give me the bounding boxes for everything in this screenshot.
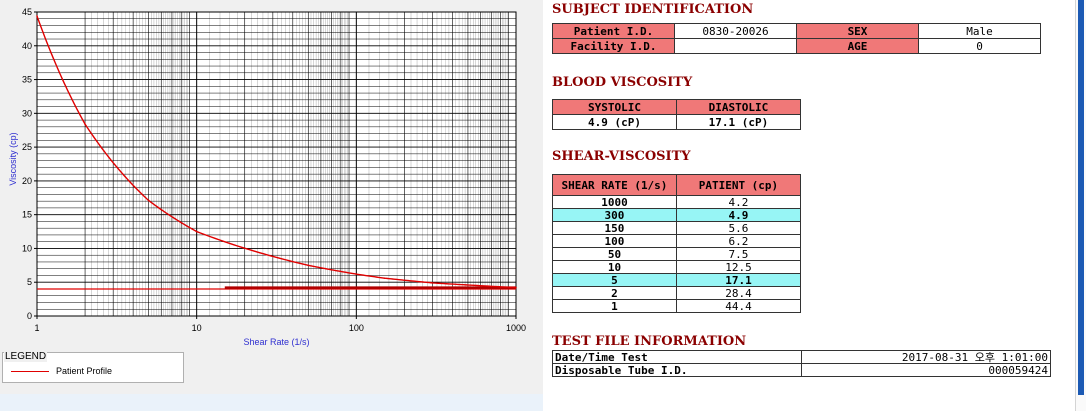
table-row: 2 28.4: [552, 286, 802, 300]
shear-rate-header: SHEAR RATE (1/s): [552, 174, 677, 196]
x-tick-label: 1000: [506, 323, 526, 333]
y-tick-label: 25: [22, 142, 32, 152]
table-row: 5 17.1: [552, 273, 802, 287]
plot-area: [36, 11, 517, 317]
table-row: 300 4.9: [552, 208, 802, 222]
data-point: [355, 273, 358, 275]
y-axis-label: Viscosity (cp): [8, 132, 18, 185]
shear-viscosity-table: SHEAR RATE (1/s) PATIENT (cp) 1000 4.2 300…: [552, 174, 802, 313]
shear-rate-cell: 100: [552, 234, 677, 248]
viscosity-chart: 0 5 10 15 20 25 30 35 40 45 1 10 100 1000 Shear Rate (…: [8, 7, 526, 347]
y-tick-label: 20: [22, 176, 32, 186]
diastolic-label: DIASTOLIC: [675, 99, 802, 115]
patient-value-cell: 7.5: [675, 247, 802, 261]
patient-value-cell: 44.4: [675, 299, 802, 313]
legend-box: LEGEND Patient Profile: [2, 351, 184, 383]
data-point: [383, 277, 386, 279]
sex-label: SEX: [796, 23, 919, 39]
patient-value-cell: 17.1: [675, 273, 802, 287]
data-point: [195, 230, 198, 233]
shear-rate-cell: 5: [552, 273, 677, 287]
diastolic-value: 17.1 (cP): [675, 114, 802, 130]
x-tick-label: 100: [349, 323, 364, 333]
patient-value-cell: 6.2: [675, 234, 802, 248]
shear-rate-cell: 300: [552, 208, 677, 222]
vertical-scrollbar[interactable]: [1075, 0, 1086, 411]
y-tick-label: 40: [22, 41, 32, 51]
patient-id-label: Patient I.D.: [552, 23, 675, 39]
scrollbar-thumb[interactable]: [1078, 0, 1084, 395]
subject-title: SUBJECT IDENTIFICATION: [552, 2, 754, 17]
patient-id-value: 0830-20026: [674, 23, 797, 39]
legend-line-swatch: [11, 371, 49, 372]
sex-value: Male: [918, 23, 1041, 39]
blood-viscosity-table: SYSTOLIC DIASTOLIC 4.9 (cP) 17.1 (cP): [552, 99, 802, 130]
age-label: AGE: [796, 38, 919, 54]
patient-value-cell: 5.6: [675, 221, 802, 235]
data-point: [307, 264, 310, 267]
y-tick-label: 15: [22, 210, 32, 220]
subject-table: Patient I.D. 0830-20026 SEX Male Facilit…: [552, 23, 1041, 54]
systolic-value: 4.9 (cP): [552, 114, 677, 130]
shear-rate-cell: 1000: [552, 195, 677, 209]
date-time-label: Date/Time Test: [552, 350, 802, 364]
tube-id-value: 000059424: [800, 363, 1052, 377]
table-row: 10 12.5: [552, 260, 802, 274]
blood-viscosity-title: BLOOD VISCOSITY: [552, 75, 693, 90]
legend-title: LEGEND: [4, 351, 48, 362]
facility-id-value: [674, 38, 797, 54]
data-point: [515, 286, 517, 289]
shear-rate-cell: 10: [552, 260, 677, 274]
shear-rate-cell: 2: [552, 286, 677, 300]
data-point: [36, 15, 38, 17]
shear-rate-cell: 1: [552, 299, 677, 313]
age-value: 0: [918, 38, 1041, 54]
patient-header: PATIENT (cp): [675, 174, 802, 196]
y-tick-label: 5: [27, 277, 32, 287]
y-tick-label: 45: [22, 7, 32, 17]
date-time-value: 2017-08-31 오후 1:01:00: [800, 350, 1052, 364]
data-point: [147, 199, 150, 202]
chart-panel: 0 5 10 15 20 25 30 35 40 45 1 10 100 1000 Shear Rate (…: [0, 0, 540, 350]
y-tick-label: 10: [22, 243, 32, 253]
x-tick-label: 10: [192, 323, 202, 333]
shear-viscosity-title: SHEAR-VISCOSITY: [552, 149, 691, 164]
shear-rate-cell: 50: [552, 247, 677, 261]
table-row: 50 7.5: [552, 247, 802, 261]
table-row: 100 6.2: [552, 234, 802, 248]
data-point: [84, 123, 86, 125]
x-axis-label: Shear Rate (1/s): [243, 337, 309, 347]
shear-rate-cell: 150: [552, 221, 677, 235]
systolic-label: SYSTOLIC: [552, 99, 677, 115]
y-tick-label: 0: [27, 311, 32, 321]
patient-value-cell: 28.4: [675, 286, 802, 300]
shear-table-body: 1000 4.2 300 4.9 150 5.6 100 6.2 50 7.5 10 12.5 5 17.…: [552, 195, 802, 313]
table-row: 150 5.6: [552, 221, 802, 235]
test-file-title: TEST FILE INFORMATION: [552, 334, 747, 349]
data-point: [431, 282, 434, 284]
y-tick-label: 35: [22, 75, 32, 85]
report-panel: SUBJECT IDENTIFICATION Patient I.D. 0830…: [543, 0, 1075, 411]
facility-id-label: Facility I.D.: [552, 38, 675, 54]
table-row: 1000 4.2: [552, 195, 802, 209]
patient-value-cell: 12.5: [675, 260, 802, 274]
patient-value-cell: 4.9: [675, 208, 802, 222]
table-row: 1 44.4: [552, 299, 802, 313]
x-tick-label: 1: [34, 323, 39, 333]
tube-id-label: Disposable Tube I.D.: [552, 363, 802, 377]
legend-label: Patient Profile: [56, 366, 113, 376]
test-file-table: Date/Time Test 2017-08-31 오후 1:01:00 Dis…: [552, 350, 1052, 377]
y-tick-label: 30: [22, 108, 32, 118]
patient-value-cell: 4.2: [675, 195, 802, 209]
